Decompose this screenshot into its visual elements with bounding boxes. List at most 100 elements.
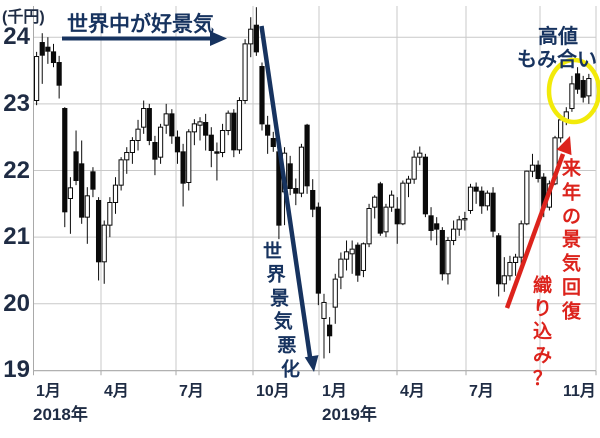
candlestick	[411, 150, 417, 184]
candle-body-up	[191, 123, 197, 133]
y-tick-label: 24	[3, 23, 30, 51]
candle-body-up	[141, 108, 147, 128]
candle-body-up	[417, 152, 423, 158]
candle-body-down	[231, 112, 237, 151]
candlestick	[287, 155, 293, 196]
candle-body-down	[73, 151, 79, 181]
candlestick	[45, 37, 51, 64]
candle-body-up	[343, 251, 350, 260]
candle-body-up	[338, 258, 344, 278]
recovery-text-main-char: 景	[561, 229, 582, 251]
annotation-global-boom-text: 世界中が好景気	[67, 13, 214, 36]
candle-body-down	[496, 235, 502, 285]
candle-body-up	[467, 186, 474, 211]
annotation-high-consolidation-line2: もみ合い	[517, 49, 597, 71]
candle-body-up	[219, 130, 226, 154]
candlestick	[112, 177, 119, 214]
candlestick	[141, 100, 147, 134]
candlestick	[445, 237, 451, 285]
y-tick-label: 22	[3, 156, 30, 184]
candle-body-up	[135, 128, 141, 142]
candlestick	[95, 197, 102, 281]
candle-body-up	[236, 100, 243, 151]
candle-body-down	[287, 163, 293, 189]
candlestick	[501, 257, 507, 292]
candlestick	[197, 117, 203, 141]
candle-body-up	[186, 131, 192, 183]
candlestick	[417, 146, 423, 166]
x-month-label: 7月	[469, 383, 494, 400]
candlestick	[490, 187, 496, 238]
candle-body-up	[84, 195, 90, 218]
candlestick	[79, 140, 85, 224]
recovery-text-main-char: 年	[561, 182, 582, 204]
candle-body-up	[450, 228, 457, 241]
candlestick	[586, 73, 592, 104]
candle-body-down	[434, 223, 440, 230]
candle-body-up	[101, 224, 107, 263]
candlestick	[535, 160, 541, 183]
candlestick	[50, 43, 57, 68]
candle-body-down	[473, 186, 479, 192]
candle-body-up	[124, 152, 130, 161]
candle-body-up	[248, 28, 254, 45]
downturn-text-char: 景	[270, 288, 290, 310]
highlight-ellipse	[546, 57, 600, 125]
candlestick	[473, 182, 479, 204]
candlestick	[343, 240, 350, 271]
candlestick	[242, 39, 248, 104]
y-tick-label: 20	[3, 289, 30, 317]
candle-body-down	[535, 164, 541, 179]
candlestick	[400, 180, 406, 226]
candlestick	[186, 129, 192, 191]
candle-body-up	[405, 178, 412, 184]
recovery-text-sub-char: ？	[532, 368, 553, 390]
candle-body-up	[107, 201, 113, 226]
recovery-text-main-char: の	[561, 206, 582, 228]
downturn-arrow-head	[304, 355, 319, 372]
recovery-text-main-char: 回	[561, 277, 582, 299]
candle-body-down	[580, 80, 586, 98]
candlestick	[315, 202, 321, 306]
candle-body-down	[394, 208, 400, 225]
candle-body-up	[383, 206, 389, 233]
x-month-label: 1月	[322, 383, 347, 400]
candlestick	[248, 17, 254, 58]
candle-body-down	[304, 124, 310, 187]
candlestick	[304, 123, 310, 194]
candlestick	[191, 119, 197, 146]
candle-body-down	[259, 66, 265, 125]
candlestick	[174, 130, 181, 164]
candlestick	[34, 51, 40, 106]
x-month-label: 7月	[179, 383, 204, 400]
candlestick	[56, 55, 62, 99]
candle-body-up	[518, 223, 524, 258]
candle-body-down	[180, 151, 186, 184]
candlestick	[456, 215, 462, 236]
candlestick	[366, 203, 372, 248]
candle-body-up	[197, 121, 203, 126]
candle-body-down	[56, 62, 62, 86]
candle-body-down	[95, 199, 102, 263]
candlestick	[293, 178, 299, 206]
candle-body-up	[298, 146, 305, 194]
candle-body-up	[501, 275, 507, 285]
candlestick	[265, 115, 271, 154]
candle-body-down	[327, 324, 333, 337]
x-month-label: 4月	[400, 383, 425, 400]
annotation-high-consolidation-line1: 高値	[538, 26, 578, 48]
candle-body-down	[79, 163, 85, 218]
candle-body-up	[569, 83, 575, 110]
recovery-arrow-head	[556, 136, 572, 156]
candlestick	[529, 153, 536, 178]
y-tick-label: 23	[3, 89, 30, 117]
candle-body-down	[377, 183, 383, 234]
candlestick	[146, 103, 152, 146]
candlestick	[332, 273, 338, 324]
candlestick	[225, 110, 231, 136]
candle-body-down	[174, 136, 181, 153]
candlestick	[310, 179, 316, 218]
candle-body-down	[253, 24, 259, 53]
candle-body-down	[355, 244, 361, 276]
